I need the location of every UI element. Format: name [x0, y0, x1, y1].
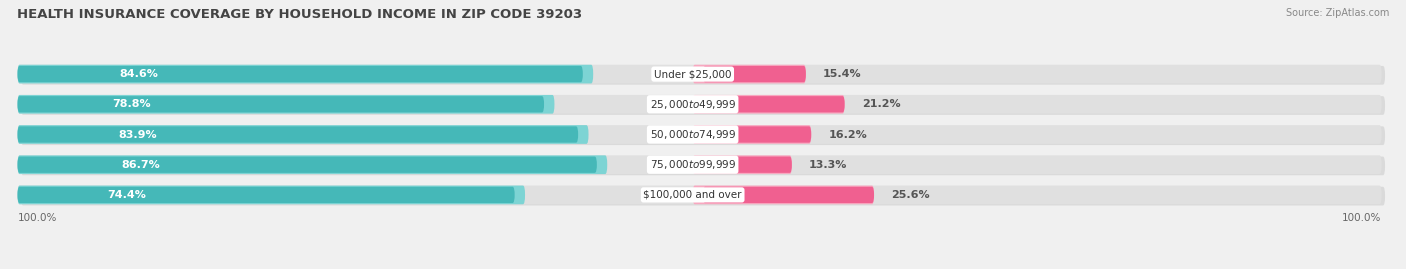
FancyBboxPatch shape: [17, 66, 583, 82]
Text: $75,000 to $99,999: $75,000 to $99,999: [650, 158, 735, 171]
FancyBboxPatch shape: [17, 95, 1382, 114]
FancyBboxPatch shape: [703, 126, 811, 143]
Text: 86.7%: 86.7%: [122, 160, 160, 170]
FancyBboxPatch shape: [17, 157, 598, 173]
Text: 74.4%: 74.4%: [107, 190, 146, 200]
FancyBboxPatch shape: [17, 125, 589, 144]
FancyBboxPatch shape: [703, 96, 845, 112]
FancyBboxPatch shape: [21, 66, 1385, 85]
FancyBboxPatch shape: [703, 157, 792, 173]
Text: 84.6%: 84.6%: [120, 69, 157, 79]
FancyBboxPatch shape: [17, 187, 515, 203]
Text: $100,000 and over: $100,000 and over: [644, 190, 742, 200]
Text: 25.6%: 25.6%: [891, 190, 929, 200]
FancyBboxPatch shape: [21, 126, 1385, 145]
Text: $25,000 to $49,999: $25,000 to $49,999: [650, 98, 735, 111]
FancyBboxPatch shape: [17, 126, 578, 143]
FancyBboxPatch shape: [693, 125, 811, 144]
FancyBboxPatch shape: [17, 65, 593, 83]
FancyBboxPatch shape: [693, 65, 806, 83]
FancyBboxPatch shape: [21, 96, 1385, 115]
FancyBboxPatch shape: [17, 95, 554, 114]
FancyBboxPatch shape: [21, 187, 1385, 206]
FancyBboxPatch shape: [17, 96, 544, 112]
FancyBboxPatch shape: [693, 95, 845, 114]
Text: 83.9%: 83.9%: [118, 129, 157, 140]
FancyBboxPatch shape: [17, 155, 607, 174]
Text: $50,000 to $74,999: $50,000 to $74,999: [650, 128, 735, 141]
FancyBboxPatch shape: [703, 187, 875, 203]
Text: HEALTH INSURANCE COVERAGE BY HOUSEHOLD INCOME IN ZIP CODE 39203: HEALTH INSURANCE COVERAGE BY HOUSEHOLD I…: [17, 8, 582, 21]
FancyBboxPatch shape: [693, 186, 875, 204]
Text: Source: ZipAtlas.com: Source: ZipAtlas.com: [1285, 8, 1389, 18]
Text: 100.0%: 100.0%: [17, 214, 56, 224]
FancyBboxPatch shape: [693, 155, 792, 174]
FancyBboxPatch shape: [17, 65, 1382, 83]
Text: 78.8%: 78.8%: [112, 99, 150, 109]
FancyBboxPatch shape: [17, 186, 1382, 204]
FancyBboxPatch shape: [17, 125, 1382, 144]
Text: 13.3%: 13.3%: [808, 160, 848, 170]
Text: 16.2%: 16.2%: [828, 129, 868, 140]
Text: 21.2%: 21.2%: [862, 99, 900, 109]
Text: Under $25,000: Under $25,000: [654, 69, 731, 79]
FancyBboxPatch shape: [17, 186, 524, 204]
FancyBboxPatch shape: [21, 157, 1385, 175]
Text: 15.4%: 15.4%: [823, 69, 862, 79]
FancyBboxPatch shape: [703, 66, 806, 82]
Text: 100.0%: 100.0%: [1343, 214, 1382, 224]
FancyBboxPatch shape: [17, 155, 1382, 174]
